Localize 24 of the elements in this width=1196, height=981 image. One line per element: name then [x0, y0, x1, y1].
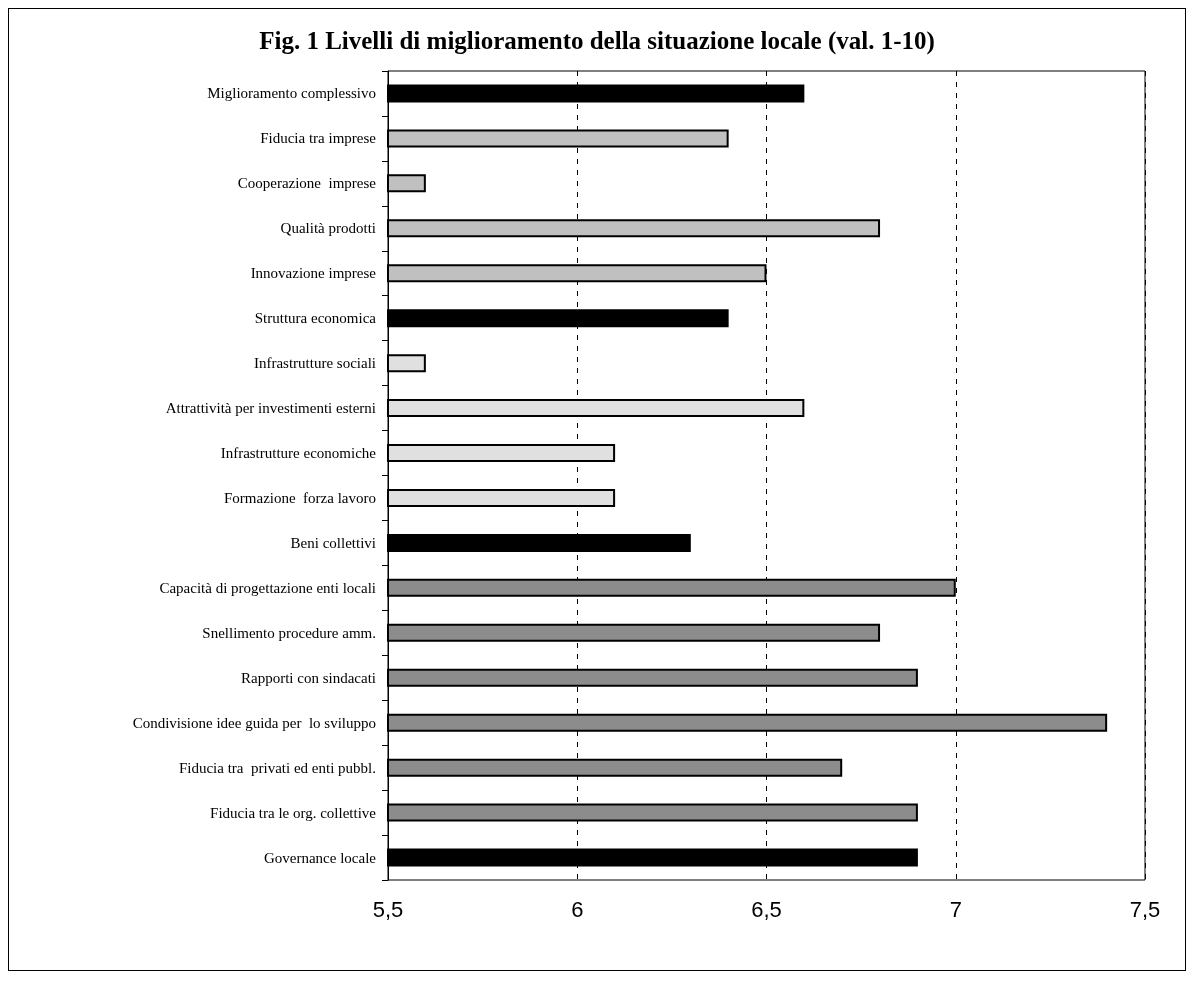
y-tick-label: Miglioramento complessivo: [207, 85, 376, 102]
y-tick-label: Fiducia tra imprese: [260, 130, 377, 147]
x-tick-label: 6,5: [751, 896, 782, 922]
y-tick-label: Condivisione idee guida per lo sviluppo: [132, 714, 376, 731]
x-tick-label: 5,5: [372, 896, 404, 922]
y-tick-label: Innovazione imprese: [250, 265, 377, 282]
y-tick-label: Struttura economica: [254, 310, 377, 327]
y-tick-label: Formazione forza lavoro: [223, 489, 376, 506]
x-tick-label: 6: [571, 896, 584, 922]
chart-title: Fig. 1 Livelli di miglioramento della situazione locale (val. 1-10): [259, 27, 935, 55]
y-tick-label: Infrastrutture economiche: [220, 445, 377, 462]
x-tick-label: 7: [949, 896, 962, 922]
y-tick-label: Fiducia tra privati ed enti pubbl.: [178, 759, 376, 776]
y-tick-label: Attrattività per investimenti esterni: [165, 400, 376, 417]
y-tick-label: Fiducia tra le org. collettive: [210, 804, 377, 821]
y-tick-label: Snellimento procedure amm.: [202, 624, 376, 641]
y-tick-label: Capacità di progettazione enti locali: [159, 579, 376, 596]
y-tick-label: Beni collettivi: [290, 534, 376, 551]
x-tick-label: 7,5: [1129, 896, 1161, 922]
y-tick-label: Rapporti con sindacati: [241, 669, 376, 686]
y-tick-label: Governance locale: [263, 849, 377, 866]
y-tick-label: Cooperazione imprese: [237, 175, 377, 192]
y-tick-label: Qualità prodotti: [280, 220, 376, 237]
y-tick-label: Infrastrutture sociali: [253, 355, 376, 372]
